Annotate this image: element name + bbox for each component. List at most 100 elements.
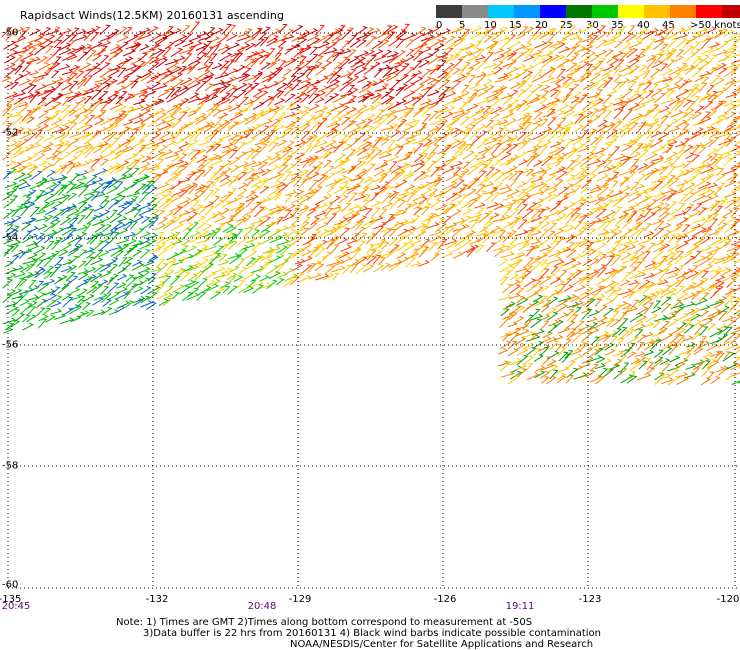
wind-barb xyxy=(380,114,392,124)
wind-barb xyxy=(362,119,374,129)
wind-barb xyxy=(706,127,720,135)
wind-barb xyxy=(291,195,305,204)
wind-barb xyxy=(509,237,519,246)
wind-barb xyxy=(548,187,558,195)
wind-barb xyxy=(539,313,551,321)
wind-barb xyxy=(573,372,588,380)
wind-barb xyxy=(459,232,474,240)
wind-barb xyxy=(211,195,221,205)
wind-barb xyxy=(202,261,214,269)
wind-barb xyxy=(682,227,697,236)
wind-barb xyxy=(659,358,671,366)
wind-barb xyxy=(532,69,543,79)
wind-barb xyxy=(308,180,319,191)
wind-barb xyxy=(691,84,700,93)
wind-barb xyxy=(356,75,369,84)
wind-barb xyxy=(388,172,401,183)
wind-barb xyxy=(220,119,230,128)
wind-barb xyxy=(629,209,639,218)
wind-barb xyxy=(354,240,366,252)
wind-barb xyxy=(101,132,113,141)
wind-barb xyxy=(526,244,540,252)
wind-barb xyxy=(121,262,132,272)
wind-barb xyxy=(427,213,436,222)
wind-barb xyxy=(414,26,427,37)
wind-barb xyxy=(323,193,333,201)
wind-barb xyxy=(652,262,663,271)
wind-barb xyxy=(427,160,437,170)
wind-barb xyxy=(516,192,530,202)
wind-barb xyxy=(682,313,697,322)
wind-barb xyxy=(438,208,449,217)
wind-barb xyxy=(638,64,648,73)
wind-barb xyxy=(45,45,54,54)
wind-barb xyxy=(219,166,233,175)
wind-barb xyxy=(683,372,696,379)
wind-barb xyxy=(477,160,487,168)
wind-barb xyxy=(643,272,655,280)
wind-barb xyxy=(420,206,430,216)
wind-barb xyxy=(633,262,643,272)
wind-barb xyxy=(251,229,261,237)
wind-barb xyxy=(162,199,175,209)
wind-barb xyxy=(268,204,281,211)
wind-barb xyxy=(522,112,531,121)
wind-barb xyxy=(244,112,258,121)
wind-barb xyxy=(525,174,537,185)
wind-barb xyxy=(548,256,563,264)
wind-barb xyxy=(629,270,643,280)
wind-barb xyxy=(470,89,480,98)
wind-barb xyxy=(10,150,25,160)
wind-barb xyxy=(116,300,131,309)
wind-barb xyxy=(578,222,589,232)
wind-barb xyxy=(132,249,142,258)
wind-barb xyxy=(267,98,275,107)
wind-barb xyxy=(266,38,279,47)
wind-barb xyxy=(293,61,305,71)
wind-barb xyxy=(667,234,677,243)
wind-barb xyxy=(53,39,63,49)
wind-barb xyxy=(125,276,138,288)
wind-barb xyxy=(490,106,503,115)
wind-barb xyxy=(99,270,112,279)
wind-barb xyxy=(237,126,252,135)
wind-barb xyxy=(700,236,712,245)
footnote-line-1: Note: 1) Times are GMT 2)Times along bot… xyxy=(116,617,533,628)
wind-barb xyxy=(274,47,284,57)
wind-barb xyxy=(498,348,509,355)
wind-barb xyxy=(107,291,120,301)
wind-barb xyxy=(122,48,137,57)
wind-barb xyxy=(698,257,712,267)
wind-barb xyxy=(11,206,23,218)
wind-barb xyxy=(554,303,569,314)
wind-barb xyxy=(476,84,489,92)
wind-barb xyxy=(326,186,336,194)
wind-barb xyxy=(506,189,520,197)
wind-barb xyxy=(729,274,740,286)
wind-barb xyxy=(601,68,613,77)
wind-barb xyxy=(734,99,740,103)
wind-barb xyxy=(115,160,130,170)
wind-barb xyxy=(363,27,375,36)
wind-barb xyxy=(597,104,608,113)
wind-barb xyxy=(509,216,520,226)
wind-barb xyxy=(494,76,508,83)
wind-barb xyxy=(84,276,94,285)
wind-barb xyxy=(325,265,336,274)
wind-barb xyxy=(26,165,39,176)
wind-barb xyxy=(506,50,518,57)
wind-barb xyxy=(300,86,311,96)
wind-barb xyxy=(266,130,277,141)
wind-barb xyxy=(444,62,455,72)
wind-barb xyxy=(589,137,600,146)
wind-barb xyxy=(334,153,347,163)
wind-barb xyxy=(84,256,95,267)
wind-barb xyxy=(370,249,383,259)
wind-barb xyxy=(106,123,119,133)
wind-barb xyxy=(245,194,259,202)
wind-barb xyxy=(603,251,616,259)
wind-barb xyxy=(245,149,257,160)
wind-barb xyxy=(413,50,424,61)
wind-barb xyxy=(517,203,529,215)
wind-barb xyxy=(713,187,723,196)
